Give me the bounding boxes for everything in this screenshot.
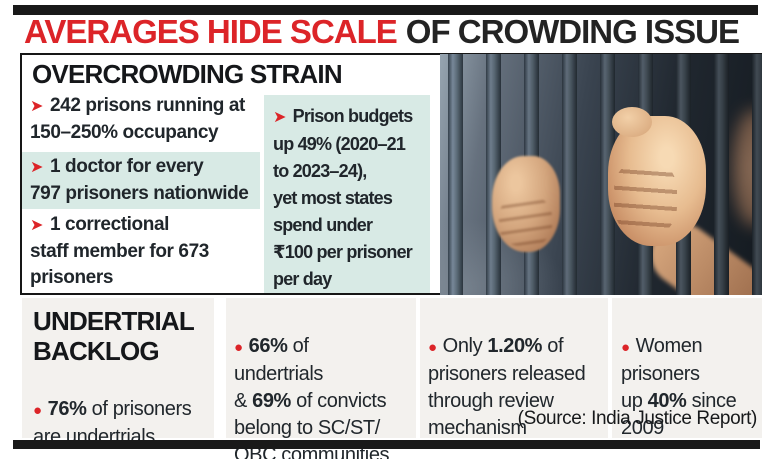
undertrial-heading: UNDERTRIAL BACKLOG [33, 306, 195, 366]
budget-note-text: Prison budgets up 49% (2020–21 to 2023–2… [273, 106, 413, 289]
headline-rest: OF CROWDING ISSUE [405, 13, 740, 50]
undertrial-column-bg [612, 298, 762, 438]
stat-staff-ratio-text: 1 correctional staff member for 673 pris… [30, 214, 209, 288]
undertrial-column-bg [420, 298, 608, 438]
stat-women-prisoners-text: Women prisoners up 40% since 2009 [621, 335, 737, 439]
arrow-bullet-icon: ➤ [273, 109, 286, 126]
undertrial-column-bg [226, 298, 416, 438]
bottom-rule [13, 440, 760, 449]
arrow-bullet-icon: ➤ [30, 159, 44, 176]
dot-bullet-icon: ● [33, 402, 42, 419]
overcrowding-heading: OVERCROWDING STRAIN [32, 59, 343, 89]
top-rule [13, 5, 758, 15]
undertrial-column-bg [22, 298, 214, 438]
headline-highlight: AVERAGES HIDE SCALE [24, 13, 398, 50]
jail-bar [448, 54, 463, 295]
stat-prisons-occupancy: ➤ 242 prisons running at 150–250% occupan… [30, 93, 270, 146]
source-credit: (Source: India Justice Report) [517, 408, 758, 429]
stat-doctor-ratio: ➤ 1 doctor for every 797 prisoners nation… [30, 154, 270, 207]
jail-bar [486, 54, 501, 295]
prisoner-hands-behind-bars-photo [440, 54, 762, 295]
stat-women-prisoners: ● Women prisoners up 40% since 2009 [621, 306, 761, 442]
jail-bar [562, 54, 577, 295]
dot-bullet-icon: ● [234, 339, 243, 356]
jail-bar [752, 54, 762, 295]
stat-staff-ratio: ➤ 1 correctional staff member for 673 pri… [30, 212, 270, 291]
stat-undertrial-share: ● 76% of prisoners are undertrials [33, 369, 213, 451]
arrow-bullet-icon: ➤ [30, 217, 44, 234]
stat-review-release-text: Only 1.20% of prisoners released through… [428, 335, 586, 439]
left-fist [492, 156, 560, 252]
stat-communities: ● 66% of undertrials & 69% of convicts be… [234, 306, 418, 459]
right-fist [608, 107, 706, 246]
dot-bullet-icon: ● [428, 339, 437, 356]
headline: AVERAGES HIDE SCALE OF CROWDING ISSUE [24, 13, 740, 51]
stat-prisons-occupancy-text: 242 prisons running at 150–250% occupanc… [30, 95, 245, 143]
budget-note-panel: ➤ Prison budgets up 49% (2020–21 to 2023–… [264, 95, 430, 293]
jail-bar [714, 54, 729, 295]
jail-bar [600, 54, 615, 295]
doctor-stat-highlight [22, 152, 260, 209]
stat-review-release: ● Only 1.20% of prisoners released throug… [428, 306, 610, 442]
stat-doctor-ratio-text: 1 doctor for every 797 prisoners nationw… [30, 156, 249, 204]
dot-bullet-icon: ● [621, 339, 630, 356]
stat-communities-text: 66% of undertrials & 69% of convicts bel… [234, 335, 390, 459]
arrow-bullet-icon: ➤ [30, 98, 44, 115]
